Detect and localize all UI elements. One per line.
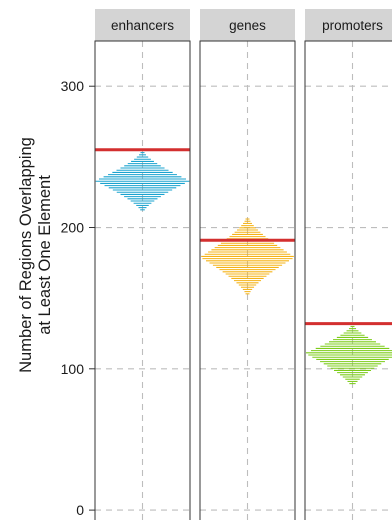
y-axis-title-line-2: at Least One Element — [36, 175, 54, 335]
y-axis-title: Number of Regions Overlapping at Least On… — [17, 137, 54, 373]
facet-strip — [200, 9, 295, 41]
panel-border — [304, 40, 392, 520]
y-axis: 0 100 200 300 — [61, 78, 95, 518]
panel-border — [94, 40, 191, 520]
facet-strip — [95, 9, 190, 41]
null-distribution — [95, 152, 190, 211]
null-distribution — [306, 325, 392, 385]
y-tick-label: 100 — [61, 361, 85, 377]
facet-strip — [305, 9, 392, 41]
y-tick-label: 200 — [61, 220, 85, 236]
y-tick-label: 300 — [61, 78, 85, 94]
y-axis-title-line-1: Number of Regions Overlapping — [17, 137, 35, 373]
facet-strip-label: genes — [229, 18, 266, 33]
facet-panel-enhancers: enhancers — [94, 9, 191, 520]
facet-panel-promoters: promoters — [304, 9, 392, 520]
y-tick-label: 0 — [76, 502, 84, 518]
facet-strip-label: promoters — [322, 18, 383, 33]
facet-panel-genes: genes — [199, 9, 296, 520]
panel-border — [199, 40, 296, 520]
facet-strip-label: enhancers — [111, 18, 174, 33]
facet-panels: enhancers genes promoters — [94, 9, 392, 520]
null-distribution — [201, 218, 294, 295]
